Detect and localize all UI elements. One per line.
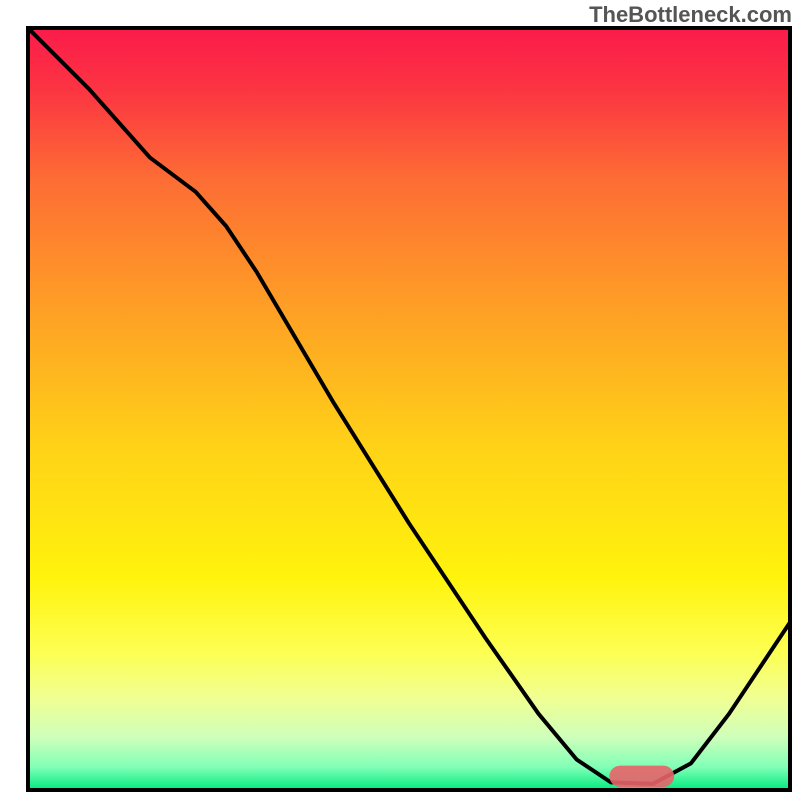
- watermark-text: TheBottleneck.com: [589, 2, 792, 28]
- chart-container: TheBottleneck.com: [0, 0, 800, 800]
- optimal-marker: [609, 766, 674, 787]
- bottleneck-chart: [0, 0, 800, 800]
- plot-background: [28, 28, 790, 790]
